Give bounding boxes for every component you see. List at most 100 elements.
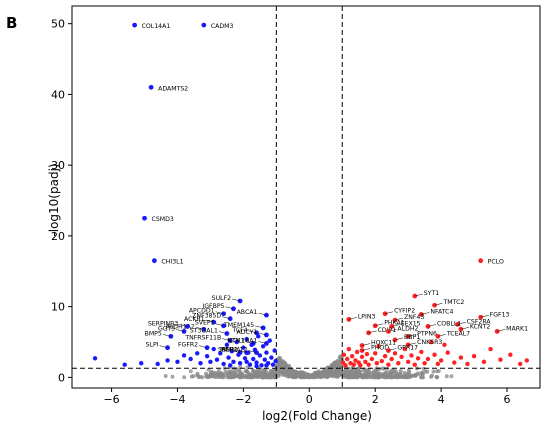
up-point [389,356,394,362]
down-point [269,355,274,360]
down-point [211,346,216,352]
ns-point [329,367,334,372]
ns-point [227,375,232,380]
leader-line [255,325,264,329]
up-point [348,361,353,366]
leader-line [391,324,400,327]
down-point [264,350,269,355]
up-point [518,361,523,367]
y-tick-label: 50 [51,18,65,31]
up-point [429,339,434,345]
up-point [358,363,363,368]
up-point [354,349,360,355]
gene-label: CADM3 [211,23,234,30]
ns-point [374,370,379,375]
labeled-point [221,323,227,329]
ns-point [396,372,401,377]
up-point [422,361,427,366]
labeled-point [132,22,138,28]
gene-label: HOXC11 [371,340,396,347]
down-point [234,339,239,345]
up-point [481,359,487,365]
gene-label: PTPN6 [417,330,437,337]
ns-point [237,367,242,372]
down-point [122,362,127,367]
up-point [438,358,444,363]
gene-label: TMTC2 [443,299,465,306]
leader-line [457,322,466,325]
labeled-point [224,331,230,336]
up-point [445,350,450,355]
leader-line [195,327,204,330]
labeled-point [201,326,207,332]
up-point [508,352,513,357]
ns-point [449,374,454,379]
labeled-point [221,311,227,317]
up-point [458,355,464,360]
gene-label: COL14A1 [142,23,171,30]
gene-label: GGT5 [158,325,175,332]
gene-label: IGFBP5 [202,303,224,310]
down-point [204,353,210,359]
leader-line [414,293,423,297]
gene-label: ST3GAL1 [190,328,218,335]
up-point [382,353,388,359]
ns-point [435,375,440,380]
leader-line [222,316,231,319]
leader-line [162,334,171,337]
gene-label: SYT1 [424,290,439,297]
ns-point [287,373,292,378]
up-point [442,342,447,348]
gene-label: SULF2 [212,295,231,302]
leader-line [408,334,417,337]
ns-point [170,374,175,379]
down-point [195,351,200,356]
gene-label: PHOD [371,345,389,352]
down-point [273,358,278,364]
leader-line [258,341,267,344]
ns-point [370,372,375,377]
labeled-point [148,84,154,90]
down-point [259,363,264,368]
up-point [409,353,414,358]
leader-line [375,323,384,326]
ns-point [423,369,428,374]
gene-label: ZNF385D [192,313,221,320]
ns-point [421,366,426,371]
labeled-point [478,258,484,264]
down-point [260,344,266,349]
gene-label: BMP5 [145,330,162,337]
ns-point [375,374,380,379]
gene-label: COBLL1 [437,320,461,327]
ns-point [279,360,284,364]
ns-point [365,372,370,377]
ns-point [189,374,194,379]
ns-point [197,374,202,379]
leader-line [225,306,234,310]
leader-line [408,342,417,346]
labeled-point [204,345,210,351]
ns-point [231,372,236,377]
leader-line [361,348,371,351]
up-point [376,344,381,349]
gene-label: ACKR1 [184,316,205,323]
up-point [402,346,408,352]
up-point [396,361,401,366]
gene-label: ABCA1 [237,309,258,316]
up-point [498,357,503,362]
ns-point [216,375,221,380]
ns-point [220,373,225,378]
gene-label: CSMD3 [152,216,174,223]
gene-label: CSF2RA [467,318,492,325]
labeled-point [227,316,233,322]
gene-label: PHKA1 [384,320,405,327]
ns-point [385,375,390,380]
ns-point [163,374,168,378]
ns-point [303,374,308,379]
gene-label: LPIN3 [358,313,376,320]
down-point [92,356,98,361]
x-tick-label: 0 [306,393,313,406]
gene-label: FGF13 [490,311,510,318]
ns-point [390,368,395,373]
gene-label: SBSP2 [218,347,238,354]
